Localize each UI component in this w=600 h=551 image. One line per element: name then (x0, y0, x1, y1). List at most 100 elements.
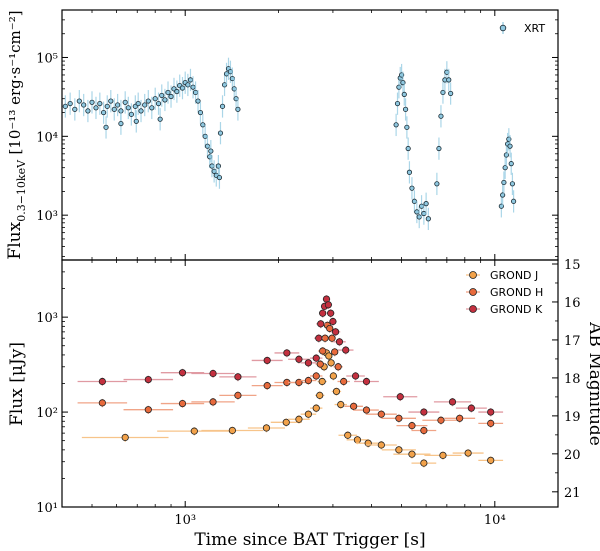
xrt-point (108, 90, 114, 113)
grond-j-marker (337, 400, 345, 409)
xrt-point (103, 116, 109, 139)
grond-h-marker (408, 422, 416, 430)
xrt-marker (421, 210, 427, 217)
xrt-point (97, 92, 103, 115)
xrt-point (100, 101, 107, 124)
xrt-marker (202, 133, 208, 139)
grond-h-marker (326, 324, 334, 333)
grond-k-marker (283, 349, 291, 357)
grond-j-point (315, 391, 325, 400)
xrt-marker (414, 209, 420, 215)
grond-k-marker (331, 328, 340, 336)
xrt-marker (423, 201, 429, 207)
grond-h-marker (420, 426, 428, 435)
grond-k-point (274, 348, 300, 358)
grond-legend: GROND J GROND H GROND K (466, 269, 543, 316)
grond-j-marker (377, 441, 385, 449)
grond-j-point (247, 424, 286, 433)
xrt-point (145, 90, 151, 113)
mag-tick-label: 15 (564, 258, 581, 273)
grond-k-marker (315, 334, 323, 342)
xrt-marker (62, 103, 68, 109)
xrt-marker (165, 89, 171, 96)
grond-j-marker (464, 449, 472, 457)
xrt-point (216, 166, 223, 189)
grond-h-marker (319, 347, 327, 355)
grond-k-marker (263, 356, 271, 365)
xrt-point (204, 135, 211, 158)
xrt-marker (152, 96, 158, 102)
grond-y-axis-label: Flux [μJy] (7, 342, 27, 426)
grond-h-point (191, 397, 235, 407)
xrt-marker (72, 106, 78, 112)
xrt-marker (145, 98, 151, 104)
grond-j-marker (262, 424, 271, 432)
grond-h-point (77, 398, 128, 408)
xrt-marker (204, 143, 211, 149)
grond-j-point (81, 433, 169, 442)
xrt-point (211, 160, 217, 183)
xrt-marker (440, 89, 446, 96)
grond-h-point (330, 348, 339, 357)
grond-h-point (411, 426, 437, 435)
grond-k-point (310, 354, 323, 363)
xrt-point (162, 88, 168, 112)
grond-h-marker (456, 414, 464, 422)
xrt-marker (97, 100, 103, 107)
xrt-marker (425, 216, 431, 222)
xrt-marker (510, 198, 517, 204)
grond-k-point (314, 334, 324, 343)
xrt-point (446, 68, 452, 92)
xrt-marker (85, 108, 91, 114)
xrt-marker (208, 148, 214, 154)
grond-j-point (201, 426, 264, 435)
xrt-point (440, 81, 446, 104)
xrt-marker (111, 106, 117, 112)
grond-k-marker (319, 309, 327, 317)
grond-j-point (317, 377, 327, 386)
mag-tick-label: 17 (564, 334, 581, 349)
xrt-point (404, 116, 410, 139)
xrt-marker (401, 91, 407, 98)
grond-j-marker (325, 352, 333, 360)
grond-k-point (160, 368, 205, 378)
grond-h-marker (209, 398, 217, 406)
xrt-marker (174, 88, 180, 95)
grond-h-marker (263, 382, 271, 390)
xrt-point (72, 98, 78, 121)
xrt-marker (509, 181, 516, 187)
grond-j-point (157, 427, 232, 436)
grond-h-marker (316, 360, 324, 368)
legend-xrt-label: XRT (524, 22, 545, 35)
grond-h-point (300, 376, 317, 385)
grond-j-point (327, 358, 335, 368)
grond-k-marker (351, 372, 360, 380)
grond-j-marker (121, 433, 129, 442)
grond-k-point (433, 397, 472, 407)
xrt-marker (155, 100, 162, 107)
xrt-point (409, 177, 415, 200)
grond-j-marker (408, 450, 416, 458)
grond-h-point (478, 419, 504, 428)
xrt-point (507, 135, 513, 158)
x-tick-label: 10³ (174, 513, 196, 528)
grond-j-marker (344, 431, 352, 439)
xrt-marker (209, 163, 215, 169)
xrt-point (416, 205, 422, 229)
xrt-marker (416, 214, 422, 220)
grond-k-marker (312, 354, 320, 362)
xrt-point (62, 95, 68, 118)
xrt-point (93, 96, 99, 120)
xrt-marker (81, 102, 87, 108)
grond-j-marker (304, 410, 313, 418)
grond-j-point (452, 449, 484, 458)
xrt-marker (216, 174, 223, 181)
xrt-marker (142, 102, 148, 108)
xrt-point (157, 108, 163, 131)
xrt-point (128, 103, 134, 126)
legend-grond-k-marker (469, 305, 477, 313)
xrt-point (155, 92, 162, 115)
grond-h-marker (350, 402, 358, 410)
grond-k-marker (420, 408, 428, 416)
